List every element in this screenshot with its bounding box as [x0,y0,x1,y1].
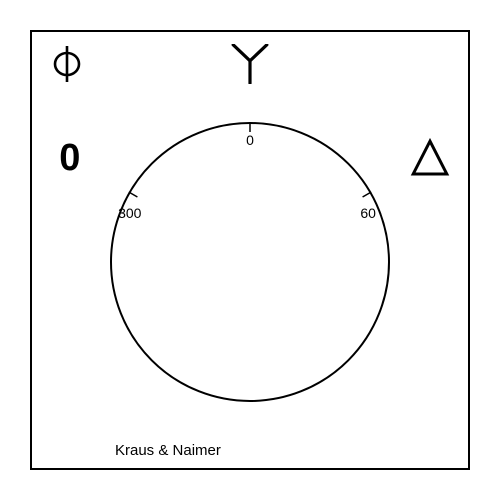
position-delta-symbol [410,138,450,178]
phi-symbol [50,44,84,84]
switch-escutcheon-plate: Kraus & Naimer 0 60 300 0 [0,0,500,500]
position-star-symbol [230,44,270,84]
position-off-symbol: 0 [50,136,90,180]
scale-label: 0 [238,132,262,148]
scale-label: 300 [118,205,142,221]
brand-label: Kraus & Naimer [115,442,221,459]
scale-label: 60 [356,205,380,221]
dial-outline [110,122,390,402]
